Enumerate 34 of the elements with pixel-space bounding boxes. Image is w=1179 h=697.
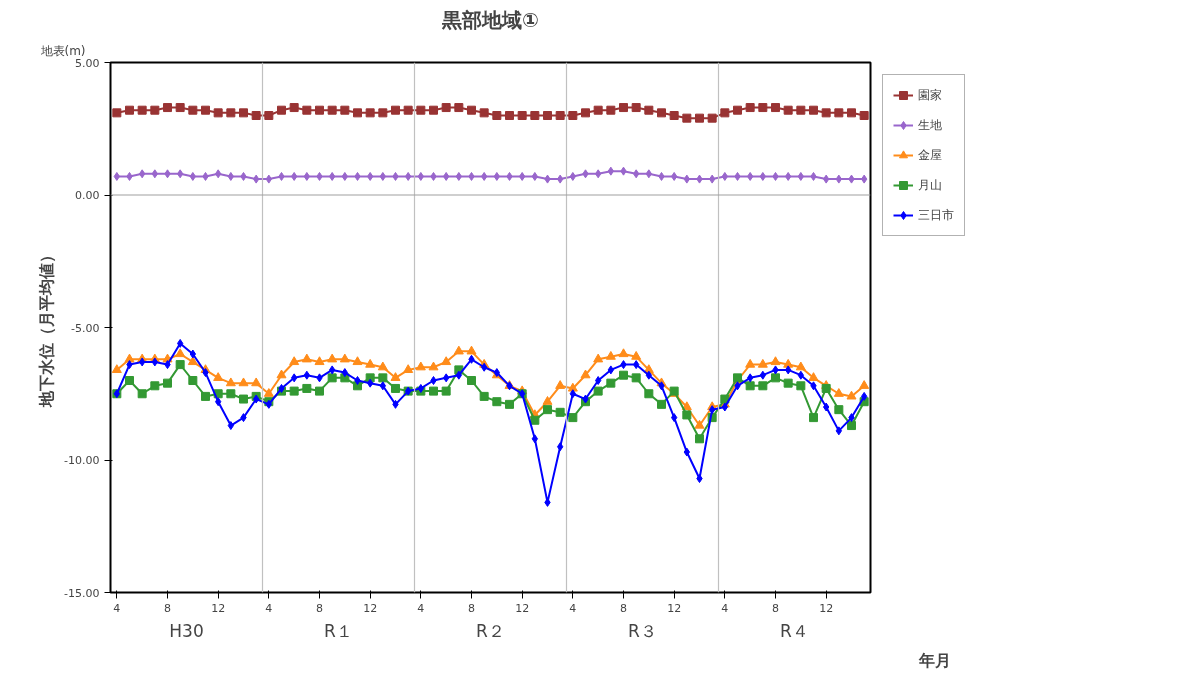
x-tick-label: 12 — [211, 601, 226, 615]
x-tick-label: 12 — [515, 601, 530, 615]
chart-title: 黒部地域① — [441, 7, 539, 32]
x-tick-label: 8 — [772, 601, 779, 615]
y-tick-label: -5.00 — [71, 321, 100, 335]
text: H30 — [169, 620, 204, 641]
y-axis-title: 地下水位（月平均値） — [37, 247, 57, 409]
x-tick-label: 4 — [113, 601, 121, 615]
legend-label: 生地 — [918, 116, 942, 134]
x-tick-label: 12 — [667, 601, 682, 615]
x-tick-label: 8 — [164, 601, 171, 615]
x-tick-label: 4 — [417, 601, 425, 615]
y-tick-label: 5.00 — [75, 56, 100, 70]
text: R１ — [324, 620, 353, 641]
x-tick-label: 12 — [819, 601, 834, 615]
x-tick-label: 8 — [468, 601, 475, 615]
legend-label: 月山 — [918, 176, 942, 194]
y-tick-label: 0.00 — [75, 189, 100, 202]
x-tick-label: 12 — [363, 601, 378, 615]
x-tick-label: 4 — [265, 601, 273, 615]
legend-label: 園家 — [918, 86, 942, 104]
text: R２ — [476, 620, 505, 641]
text: R４ — [780, 620, 809, 641]
x-tick-label: 4 — [721, 601, 729, 615]
text: 地表(m) — [39, 43, 86, 58]
legend-label: 三日市 — [918, 206, 954, 224]
y-tick-label: -10.00 — [64, 454, 100, 467]
x-tick-label: 8 — [316, 601, 323, 615]
y-tick-label: -15.00 — [64, 586, 100, 600]
legend-label: 金屋 — [918, 146, 942, 164]
text: R３ — [628, 620, 657, 641]
x-axis-title: 年月 — [917, 650, 951, 670]
x-tick-label: 4 — [569, 601, 577, 615]
x-tick-label: 8 — [620, 601, 627, 615]
